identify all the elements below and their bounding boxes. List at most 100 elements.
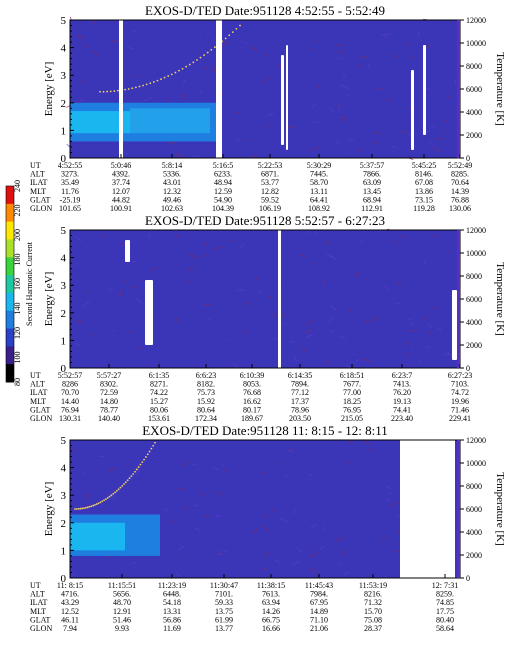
- table-cell: 74.41: [393, 405, 411, 414]
- energy-trace-dot: [97, 502, 100, 505]
- table-cell: 11:45:43: [305, 581, 333, 590]
- table-row-label: ILAT: [30, 598, 47, 607]
- energy-trace-dot: [105, 498, 107, 501]
- table-cell: 80.64: [197, 405, 215, 414]
- table-cell: 68.94: [363, 195, 381, 204]
- noise-mark: [373, 140, 381, 145]
- noise-mark: [212, 67, 216, 72]
- table-cell: 54.18: [163, 598, 181, 607]
- noise-mark: [347, 138, 355, 142]
- table-cell: 8216.: [364, 590, 382, 599]
- noise-mark: [283, 284, 285, 287]
- table-cell: 11: 8:15: [57, 581, 83, 590]
- noise-mark: [79, 99, 85, 102]
- noise-mark: [126, 280, 128, 284]
- noise-mark: [296, 547, 302, 553]
- table-cell: 48.94: [214, 178, 232, 187]
- energy-trace-dot: [101, 500, 104, 503]
- table-cell: 76.95: [343, 405, 361, 414]
- table-cell: 12.32: [163, 187, 181, 196]
- noise-mark: [274, 300, 277, 303]
- panel-3: [69, 439, 464, 579]
- energy-trace-dot: [86, 506, 89, 509]
- noise-mark: [177, 555, 180, 558]
- table-cell: 13.11: [310, 187, 328, 196]
- colorbar-tick-label: 160: [13, 278, 22, 290]
- noise-mark: [336, 104, 343, 109]
- panel-2: [69, 228, 464, 369]
- table-cell: 153.61: [148, 414, 170, 423]
- table-cell: 4:52:55: [58, 161, 82, 170]
- colorbar-tick-label: 120: [13, 327, 22, 339]
- energy-trace-dot: [134, 86, 137, 89]
- noise-mark: [131, 561, 137, 565]
- low-energy-core: [70, 111, 130, 134]
- noise-mark: [212, 468, 220, 470]
- table-cell: 12: 7:31: [432, 581, 458, 590]
- y-tick-label: 0: [61, 153, 67, 165]
- noise-mark: [136, 470, 140, 475]
- noise-mark: [322, 523, 325, 527]
- energy-trace-dot: [79, 507, 82, 510]
- table-cell: 59.33: [215, 598, 233, 607]
- noise-mark: [273, 559, 280, 563]
- noise-mark: [347, 308, 351, 313]
- table-row-label: GLON: [30, 204, 52, 213]
- table-cell: 6871.: [261, 170, 279, 179]
- energy-trace-dot: [74, 508, 76, 510]
- table-cell: 13.75: [215, 607, 233, 616]
- noise-mark: [353, 358, 359, 365]
- table-cell: 3273.: [61, 170, 79, 179]
- noise-mark: [90, 19, 96, 25]
- energy-trace-dot: [128, 477, 131, 480]
- noise-mark: [375, 87, 383, 91]
- noise-mark: [131, 285, 136, 289]
- table-cell: 70.70: [61, 388, 79, 397]
- table-cell: 14.89: [310, 607, 328, 616]
- noise-mark: [183, 461, 188, 467]
- noise-mark: [232, 362, 239, 368]
- noise-mark: [358, 55, 367, 59]
- table-cell: 71.10: [310, 615, 328, 624]
- noise-mark: [215, 491, 223, 496]
- y2-tick-label: 0: [466, 364, 470, 373]
- noise-mark: [392, 549, 398, 552]
- noise-mark: [380, 537, 386, 540]
- noise-mark: [196, 468, 199, 471]
- noise-mark: [369, 447, 372, 451]
- table-cell: 63.94: [262, 598, 280, 607]
- y2-tick-label: 0: [466, 154, 470, 163]
- colorbar-segment: [6, 203, 14, 223]
- noise-mark: [202, 303, 211, 306]
- table-row-label: GLON: [30, 414, 52, 423]
- noise-mark: [77, 34, 85, 40]
- noise-mark: [218, 548, 221, 554]
- table-cell: 63.09: [363, 178, 381, 187]
- low-energy-core: [130, 108, 210, 134]
- noise-mark: [199, 492, 205, 497]
- noise-mark: [227, 239, 231, 242]
- noise-mark: [394, 53, 399, 59]
- low-energy-core: [70, 522, 125, 551]
- noise-mark: [424, 258, 427, 264]
- noise-mark: [184, 505, 188, 509]
- table-cell: 5:30:29: [307, 161, 331, 170]
- noise-mark: [314, 231, 317, 235]
- colorbar-tick-label: 220: [13, 205, 22, 217]
- noise-mark: [343, 117, 346, 122]
- colorbar-segment: [6, 292, 14, 312]
- energy-trace-dot: [139, 463, 142, 466]
- table-row-label: MLT: [30, 187, 46, 196]
- noise-mark: [437, 327, 442, 332]
- noise-mark: [189, 254, 198, 259]
- table-row-label: ILAT: [30, 178, 47, 187]
- noise-mark: [419, 360, 421, 364]
- y2-tick-label: 8000: [466, 62, 482, 71]
- y2-tick-label: 6000: [466, 85, 482, 94]
- y2-tick-label: 4000: [466, 108, 482, 117]
- noise-mark: [329, 330, 336, 333]
- table-cell: 64.41: [310, 195, 328, 204]
- table-cell: 8146.: [415, 170, 433, 179]
- y2-tick-label: 2000: [466, 551, 482, 560]
- data-gap-mark: [125, 240, 130, 262]
